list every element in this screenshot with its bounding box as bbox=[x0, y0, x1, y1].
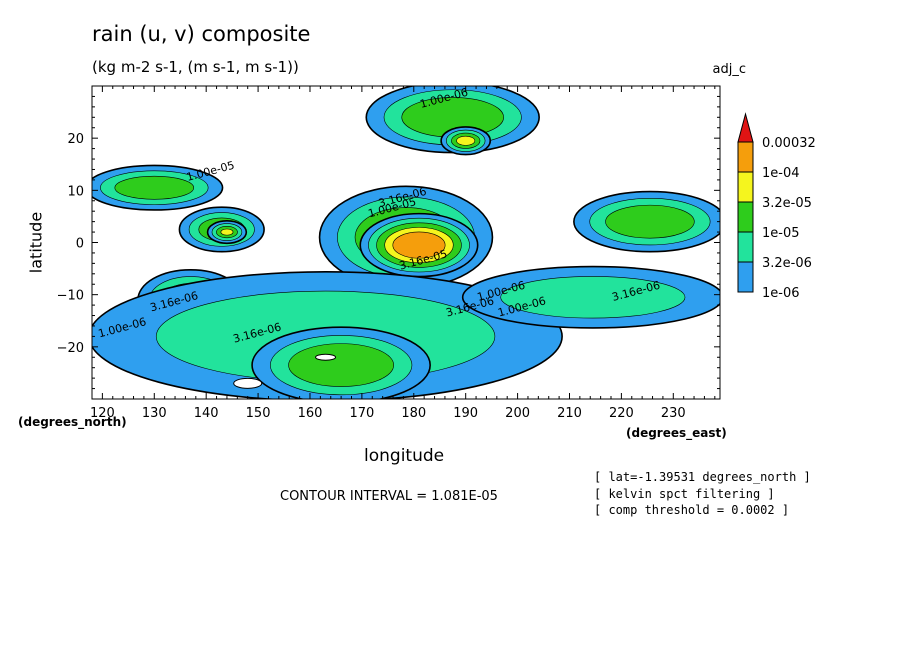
colorbar-arrow bbox=[737, 112, 754, 143]
x-tick-label: 230 bbox=[661, 406, 686, 421]
x-tick-label: 160 bbox=[298, 406, 323, 421]
x-tick-label: 150 bbox=[246, 406, 271, 421]
chart-subtitle: (kg m-2 s-1, (m s-1, m s-1)) bbox=[92, 58, 299, 76]
colorbar-label: 3.2e-05 bbox=[762, 196, 812, 211]
colorbar-swatch bbox=[737, 201, 754, 233]
contour-hole-0 bbox=[315, 353, 337, 361]
colorbar-swatch bbox=[737, 261, 754, 293]
colorbar-label: 0.00032 bbox=[762, 136, 816, 151]
x-tick-label: 220 bbox=[609, 406, 634, 421]
contour-west-2N-core-level-3 bbox=[220, 228, 234, 236]
x-tick-label: 180 bbox=[401, 406, 426, 421]
contour-interval: CONTOUR INTERVAL = 1.081E-05 bbox=[280, 489, 498, 504]
y-tick-label: 0 bbox=[76, 237, 84, 252]
colorbar-label: 1e-05 bbox=[762, 226, 800, 241]
colorbar-label: 1e-06 bbox=[762, 286, 800, 301]
note-lat: [ lat=-1.39531 degrees_north ] bbox=[594, 470, 811, 484]
x-tick-label: 120 bbox=[90, 406, 115, 421]
contour-east-5N-level-2 bbox=[605, 204, 695, 239]
x-tick-label: 140 bbox=[194, 406, 219, 421]
x-tick-label: 130 bbox=[142, 406, 167, 421]
contour-north-band-core-level-3 bbox=[456, 135, 476, 146]
chart-title: rain (u, v) composite bbox=[92, 22, 311, 46]
colorbar-swatch bbox=[737, 171, 754, 203]
y-tick-label: −20 bbox=[57, 341, 84, 356]
colorbar-label: 3.2e-06 bbox=[762, 256, 812, 271]
y-tick-label: 10 bbox=[67, 184, 84, 199]
x-tick-label: 210 bbox=[557, 406, 582, 421]
colorbar-swatch bbox=[737, 141, 754, 173]
colorbar-label: 1e-04 bbox=[762, 166, 800, 181]
y-tick-label: −10 bbox=[57, 289, 84, 304]
y-tick-label: 20 bbox=[67, 132, 84, 147]
contour-hole-1 bbox=[233, 377, 263, 389]
contour-west-10N-level-2 bbox=[114, 175, 195, 200]
dataset-tag: adj_c bbox=[712, 62, 746, 77]
x-tick-label: 170 bbox=[349, 406, 374, 421]
y-unit-label: (degrees_north) bbox=[18, 415, 127, 429]
contour-center-cell-peak-level-4 bbox=[392, 231, 446, 259]
colorbar-swatch bbox=[737, 231, 754, 263]
x-unit-label: (degrees_east) bbox=[626, 426, 727, 440]
x-tick-label: 200 bbox=[505, 406, 530, 421]
contour-south-core-level-2 bbox=[288, 343, 395, 387]
x-axis-label: longitude bbox=[364, 446, 445, 466]
contour-east-band-south-level-1 bbox=[500, 276, 686, 319]
y-axis-label: latitude bbox=[26, 211, 46, 274]
contour-fields: 1.00e-061.00e-053.16e-061.00e-053.16e-05… bbox=[92, 86, 720, 399]
x-tick-label: 190 bbox=[453, 406, 478, 421]
note-threshold: [ comp threshold = 0.0002 ] bbox=[594, 503, 790, 517]
note-filter: [ kelvin spct filtering ] bbox=[594, 487, 775, 501]
